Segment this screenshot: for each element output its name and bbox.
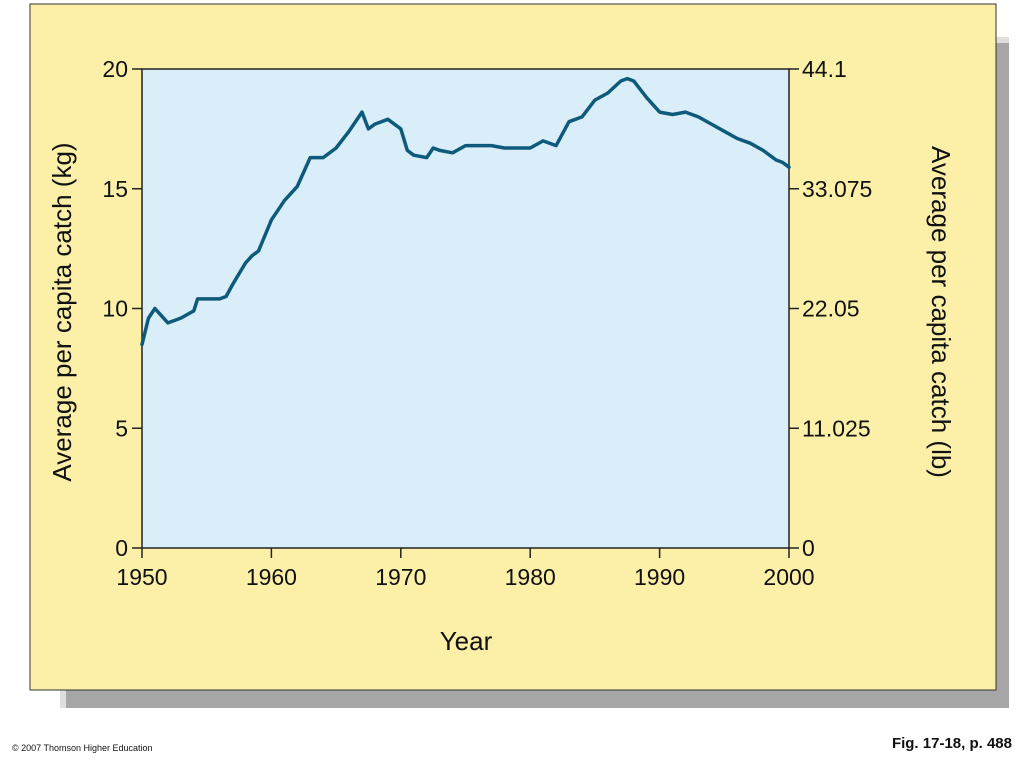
y-right-tick-label: 33.075 bbox=[802, 176, 872, 202]
x-tick-label: 1950 bbox=[116, 564, 167, 590]
x-tick-label: 1980 bbox=[505, 564, 556, 590]
y-right-tick-label: 11.025 bbox=[802, 415, 871, 441]
y-left-tick-label: 0 bbox=[115, 535, 128, 561]
catch-line bbox=[140, 76, 791, 347]
figure-reference: Fig. 17-18, p. 488 bbox=[891, 735, 1012, 752]
plot-area bbox=[141, 68, 790, 549]
y-right-tick-label: 0 bbox=[802, 535, 815, 561]
y-left-tick-label: 15 bbox=[102, 176, 128, 202]
y-right-tick-label: 22.05 bbox=[802, 296, 860, 322]
x-tick-label: 1960 bbox=[246, 564, 297, 590]
y-left-tick-label: 20 bbox=[102, 56, 128, 82]
copyright-text: © 2007 Thomson Higher Education bbox=[12, 743, 153, 753]
y-left-tick-label: 10 bbox=[102, 296, 128, 322]
y-left-tick-label: 5 bbox=[115, 415, 128, 441]
y-axis-label-left: Average per capita catch (kg) bbox=[47, 142, 77, 481]
x-tick-label: 1970 bbox=[375, 564, 426, 590]
x-tick-label: 2000 bbox=[763, 564, 814, 590]
y-axis-label-right: Average per capita catch (lb) bbox=[926, 146, 956, 478]
y-right-tick-label: 44.1 bbox=[802, 56, 847, 82]
x-axis-label: Year bbox=[440, 626, 493, 656]
x-tick-label: 1990 bbox=[634, 564, 685, 590]
